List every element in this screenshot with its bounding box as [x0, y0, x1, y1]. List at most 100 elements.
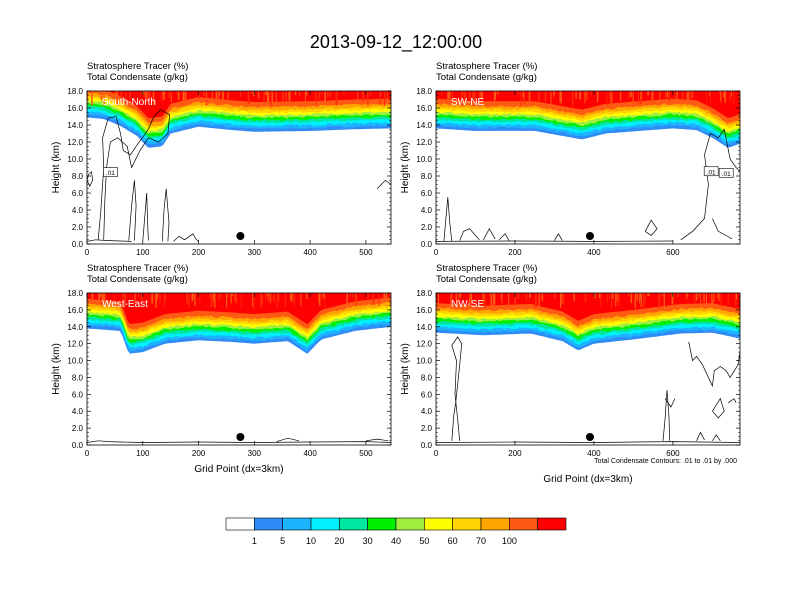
- panel-title-tracer: Stratosphere Tracer (%): [436, 263, 537, 274]
- x-tick-label: 200: [508, 449, 522, 458]
- y-tick-label: 16.0: [416, 306, 432, 315]
- panel-south-north: Stratosphere Tracer (%)Total Condensate …: [51, 61, 392, 257]
- y-tick-label: 16.0: [416, 104, 432, 113]
- y-tick-label: 14.0: [67, 121, 83, 130]
- condensate-contour: [554, 233, 563, 241]
- colorbar-label: 20: [334, 536, 344, 546]
- x-tick-label: 200: [192, 248, 206, 257]
- condensate-contour: [87, 440, 391, 443]
- y-axis-label: Height (km): [51, 343, 62, 395]
- colorbar: 1 5 10 20 30 40 50 60 70 100: [225, 517, 567, 546]
- y-tick-label: 10.0: [67, 155, 83, 164]
- colorbar-label: 1: [252, 536, 257, 546]
- condensate-contour: [688, 341, 740, 388]
- x-tick-label: 0: [85, 449, 90, 458]
- colorbar-box: [509, 517, 538, 531]
- y-tick-label: 18.0: [67, 87, 83, 96]
- plot-area: [87, 293, 391, 445]
- y-tick-label: 6.0: [421, 390, 433, 399]
- y-tick-label: 2.0: [72, 223, 84, 232]
- panel-title-condensate: Total Condensate (g/kg): [436, 274, 537, 285]
- x-axis-label: Grid Point (dx=3km): [543, 474, 632, 485]
- tracer-band: [87, 293, 391, 325]
- contour-label-box: [103, 167, 118, 177]
- plot-area: [436, 293, 740, 445]
- plot-area: .01 .01: [436, 91, 740, 244]
- y-tick-label: 2.0: [421, 424, 433, 433]
- condensate-contour: [451, 336, 463, 441]
- colorbar-label: 10: [306, 536, 316, 546]
- y-tick-label: 2.0: [72, 424, 84, 433]
- x-tick-label: 100: [136, 449, 150, 458]
- colorbar-label: 70: [476, 536, 486, 546]
- y-tick-label: 4.0: [421, 407, 433, 416]
- y-tick-label: 4.0: [72, 206, 84, 215]
- colorbar-label: 100: [502, 536, 517, 546]
- y-tick-label: 8.0: [421, 172, 433, 181]
- y-axis-label: Height (km): [400, 343, 411, 395]
- contour-footnote: Total Condensate Contours: .01 to .01 by…: [594, 458, 737, 465]
- condensate-contour: [376, 179, 391, 190]
- panel-sw-ne: Stratosphere Tracer (%)Total Condensate …: [400, 61, 741, 257]
- x-tick-label: 300: [248, 449, 262, 458]
- y-tick-label: 16.0: [67, 306, 83, 315]
- condensate-contour: [712, 218, 733, 240]
- condensate-contour: [712, 434, 721, 441]
- x-tick-label: 400: [587, 449, 601, 458]
- colorbar-box: [424, 517, 453, 531]
- y-tick-label: 12.0: [416, 138, 432, 147]
- colorbar-box: [367, 517, 397, 531]
- colorbar-label: 30: [363, 536, 373, 546]
- condensate-contour: [712, 397, 725, 419]
- location-marker: [236, 433, 245, 441]
- panel-label: NW-SE: [451, 299, 484, 310]
- contour-label-box: [718, 168, 734, 178]
- colorbar-label: 60: [448, 536, 458, 546]
- x-tick-label: 0: [434, 449, 439, 458]
- condensate-contour: [365, 438, 389, 442]
- y-tick-label: 6.0: [72, 189, 84, 198]
- condensate-contour: [498, 233, 510, 241]
- condensate-contour: [87, 239, 132, 242]
- panel-title-condensate: Total Condensate (g/kg): [87, 274, 188, 285]
- y-tick-label: 8.0: [421, 373, 433, 382]
- location-marker: [236, 232, 245, 240]
- panel-label: SW-NE: [451, 97, 484, 108]
- y-tick-label: 12.0: [416, 340, 432, 349]
- x-tick-label: 400: [303, 449, 317, 458]
- condensate-contour: [644, 219, 658, 236]
- condensate-contour: [664, 398, 676, 408]
- location-marker: [585, 232, 594, 240]
- condensate-contour: [128, 180, 137, 241]
- colorbar-box: [254, 517, 283, 531]
- condensate-contour: [459, 228, 480, 241]
- y-tick-label: 18.0: [416, 87, 432, 96]
- colorbar-box: [537, 517, 567, 531]
- colorbar-label: 50: [419, 536, 429, 546]
- x-tick-label: 0: [85, 248, 90, 257]
- y-tick-label: 10.0: [67, 357, 83, 366]
- colorbar-label: 40: [391, 536, 401, 546]
- y-tick-label: 16.0: [67, 104, 83, 113]
- condensate-contour: [142, 192, 149, 241]
- condensate-contour: [443, 197, 453, 242]
- y-tick-label: 8.0: [72, 172, 84, 181]
- y-tick-label: 4.0: [421, 206, 433, 215]
- x-tick-label: 500: [359, 449, 373, 458]
- y-tick-label: 0.0: [72, 441, 84, 450]
- condensate-contour: [276, 437, 300, 442]
- x-tick-label: 400: [303, 248, 317, 257]
- x-tick-label: 200: [508, 248, 522, 257]
- condensate-contour: [161, 188, 170, 242]
- y-tick-label: 12.0: [67, 138, 83, 147]
- panel-title-tracer: Stratosphere Tracer (%): [87, 61, 188, 72]
- contour-label: .01: [722, 171, 731, 178]
- x-tick-label: 300: [248, 248, 262, 257]
- panel-title-condensate: Total Condensate (g/kg): [87, 72, 188, 83]
- y-tick-label: 14.0: [416, 121, 432, 130]
- y-tick-label: 2.0: [421, 223, 433, 232]
- y-tick-label: 4.0: [72, 407, 84, 416]
- colorbar-box: [480, 517, 510, 531]
- y-tick-label: 12.0: [67, 340, 83, 349]
